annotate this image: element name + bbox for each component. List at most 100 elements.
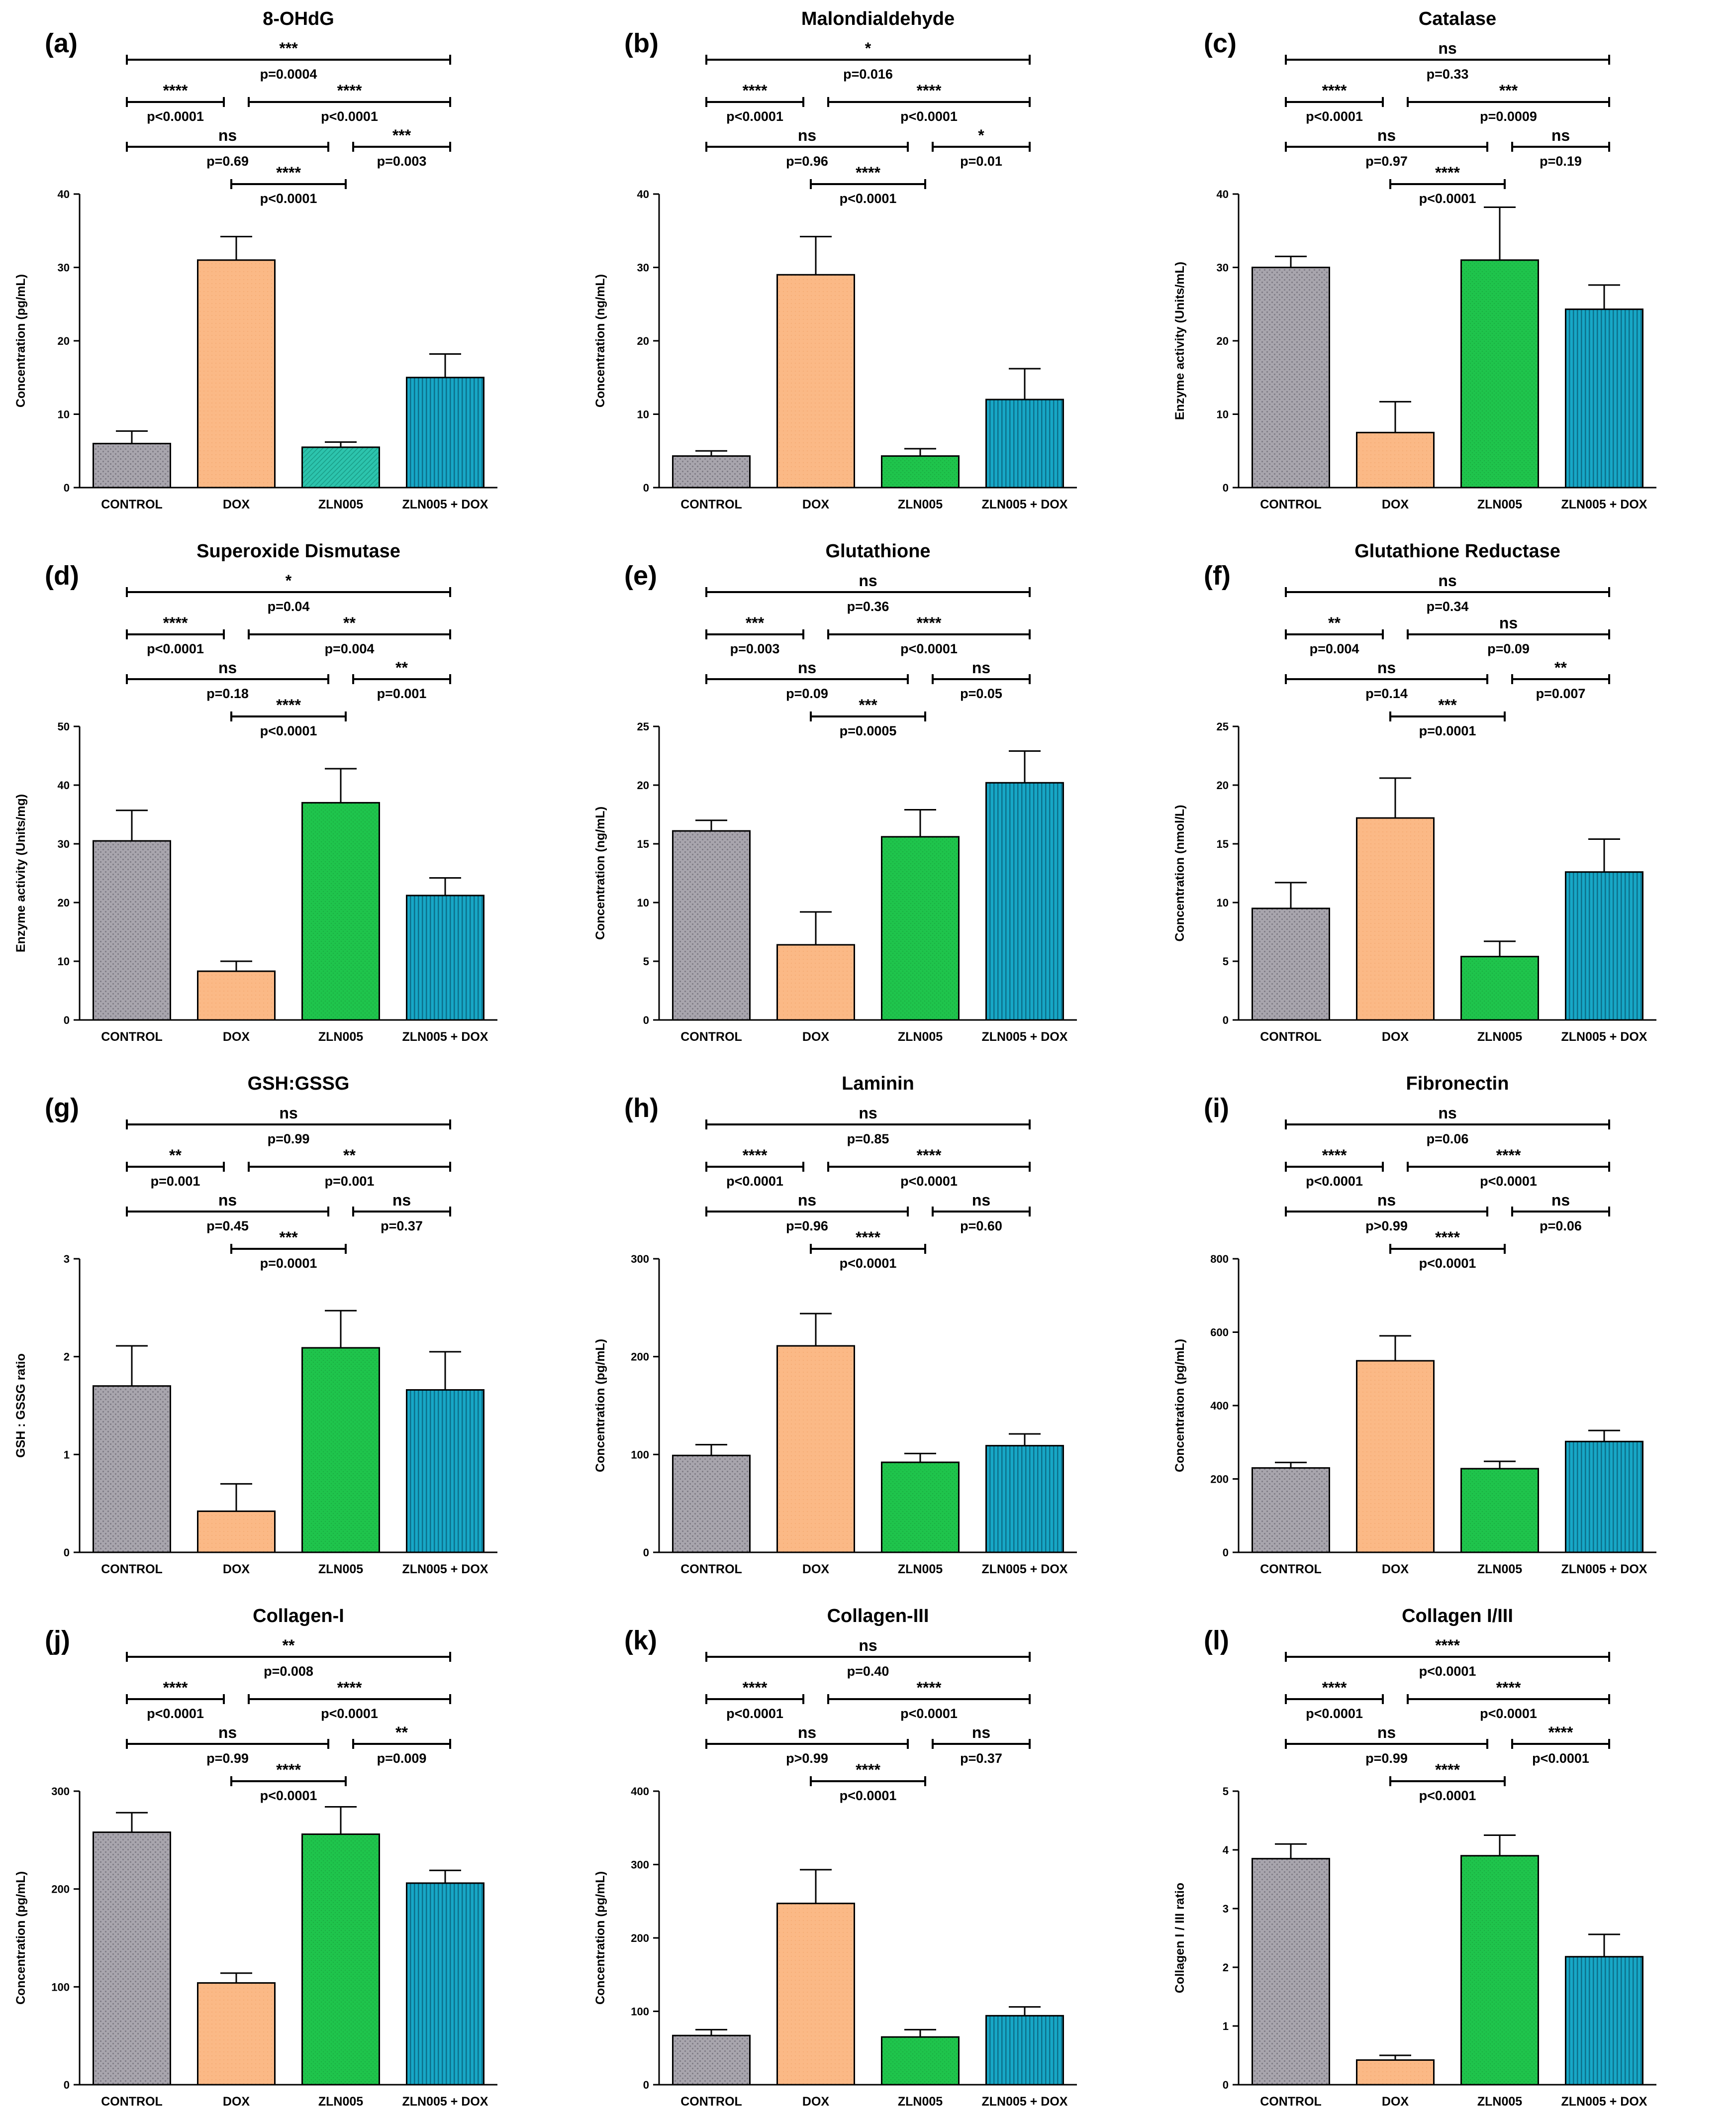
category-label: ZLN005 + DOX <box>1561 2095 1647 2109</box>
category-label: DOX <box>1382 1562 1409 1576</box>
p-value: p<0.0001 <box>260 191 317 206</box>
bar-zln005-dox <box>985 399 1064 489</box>
y-tick-label: 600 <box>1210 1326 1229 1339</box>
bar-control <box>672 830 751 1021</box>
significance-stars: ns <box>1438 39 1456 57</box>
panel-g: (g) GSH:GSSG 0 1 2 3 GSH : GSSG ratio CONTROL DO… <box>14 1073 497 1576</box>
bar-zln005-dox <box>1565 1956 1643 2086</box>
panel-f: (f) Glutathione Reductase 0 5 10 15 20 25 Concen… <box>1173 541 1656 1044</box>
panel-label: (a) <box>45 28 78 58</box>
p-value: p<0.0001 <box>1306 1174 1363 1189</box>
significance-stars: ** <box>1328 614 1341 632</box>
bar-dox <box>776 1345 855 1553</box>
y-tick-label: 5 <box>643 955 649 968</box>
category-label: DOX <box>1382 498 1409 511</box>
category-label: DOX <box>802 1030 830 1044</box>
y-tick-label: 20 <box>58 897 70 909</box>
y-tick-label: 300 <box>51 1785 70 1798</box>
y-tick-label: 0 <box>643 2079 649 2091</box>
significance-stars: ns <box>859 1636 877 1654</box>
panel-title: Collagen I/III <box>1402 1606 1513 1626</box>
bar-control <box>93 1385 171 1553</box>
significance-stars: **** <box>1435 164 1460 182</box>
p-value: p<0.0001 <box>900 1174 958 1189</box>
bar-control <box>93 840 171 1021</box>
y-tick-label: 20 <box>1217 779 1229 792</box>
p-value: p=0.007 <box>1536 686 1586 701</box>
significance-stars: **** <box>917 1679 942 1697</box>
category-label: ZLN005 + DOX <box>982 2095 1068 2109</box>
y-tick-label: 0 <box>643 1546 649 1559</box>
bar-zln005 <box>301 1833 380 2086</box>
p-value: p=0.69 <box>206 154 249 169</box>
p-value: p<0.0001 <box>147 1706 204 1721</box>
category-label: ZLN005 <box>318 1030 363 1044</box>
y-tick-label: 0 <box>1223 1546 1229 1559</box>
bar-zln005 <box>881 2036 960 2086</box>
bar-zln005 <box>301 446 380 489</box>
category-label: DOX <box>223 2095 250 2109</box>
p-value: p<0.0001 <box>726 1174 783 1189</box>
significance-stars: **** <box>163 82 188 100</box>
y-tick-label: 10 <box>1217 897 1229 909</box>
p-value: p=0.0009 <box>1480 109 1537 124</box>
p-value: p=0.001 <box>325 1174 375 1189</box>
panel-label: (j) <box>45 1625 70 1655</box>
y-tick-label: 10 <box>637 897 649 909</box>
panel-label: (c) <box>1204 28 1237 58</box>
bar-zln005-dox <box>985 2015 1064 2086</box>
significance-stars: ns <box>279 1104 297 1122</box>
y-tick-label: 25 <box>1217 720 1229 733</box>
category-label: ZLN005 + DOX <box>1561 1562 1647 1576</box>
p-value: p=0.09 <box>1487 641 1530 656</box>
p-value: p<0.0001 <box>900 109 958 124</box>
significance-stars: **** <box>743 1679 768 1697</box>
y-tick-label: 40 <box>1217 188 1229 201</box>
p-value: p<0.0001 <box>726 1706 783 1721</box>
p-value: p<0.0001 <box>1419 1788 1476 1803</box>
panel-title: Malondialdehyde <box>801 8 955 29</box>
p-value: p<0.0001 <box>900 641 958 656</box>
category-label: DOX <box>223 1030 250 1044</box>
significance-stars: **** <box>1322 82 1347 100</box>
y-tick-label: 100 <box>631 2006 649 2018</box>
bar-dox <box>1356 817 1435 1021</box>
category-label: ZLN005 <box>318 2095 363 2109</box>
y-tick-label: 5 <box>1223 1785 1229 1798</box>
significance-stars: **** <box>163 1679 188 1697</box>
p-value: p=0.19 <box>1540 154 1582 169</box>
category-label: ZLN005 + DOX <box>1561 1030 1647 1044</box>
y-tick-label: 30 <box>58 262 70 274</box>
panel-k: (k) Collagen-III 0 100 200 300 400 Concentratio… <box>593 1606 1077 2109</box>
p-value: p=0.001 <box>151 1174 200 1189</box>
y-axis-label: Concentration (pg/mL) <box>1173 1339 1187 1472</box>
p-value: p=0.003 <box>730 641 780 656</box>
significance-stars: **** <box>1435 1636 1460 1654</box>
significance-stars: ns <box>1377 1191 1396 1209</box>
p-value: p=0.85 <box>847 1131 889 1146</box>
y-tick-label: 3 <box>1223 1903 1229 1915</box>
p-value: p=0.01 <box>960 154 1002 169</box>
panel-title: Glutathione Reductase <box>1354 541 1560 562</box>
panel-label: (k) <box>624 1625 657 1655</box>
significance-stars: **** <box>743 1146 768 1164</box>
bar-zln005-dox <box>985 782 1064 1021</box>
panel-a: (a) 8-OHdG 0 10 20 30 40 Concentration (pg/mL) C… <box>14 8 497 511</box>
significance-stars: ** <box>283 1636 295 1654</box>
y-tick-label: 40 <box>58 779 70 792</box>
p-value: p<0.0001 <box>321 109 378 124</box>
category-label: DOX <box>802 1562 830 1576</box>
p-value: p=0.36 <box>847 599 889 614</box>
bar-control <box>672 2034 751 2086</box>
p-value: p<0.0001 <box>1532 1751 1589 1766</box>
category-label: DOX <box>223 498 250 511</box>
category-label: ZLN005 + DOX <box>982 498 1068 511</box>
y-tick-label: 5 <box>1223 955 1229 968</box>
y-tick-label: 2 <box>1223 1961 1229 1974</box>
bar-zln005 <box>301 802 380 1021</box>
panel-title: Collagen-III <box>827 1606 929 1626</box>
y-tick-label: 0 <box>64 2079 70 2091</box>
significance-stars: *** <box>859 696 877 714</box>
significance-stars: **** <box>856 164 880 182</box>
p-value: p>0.99 <box>786 1751 828 1766</box>
